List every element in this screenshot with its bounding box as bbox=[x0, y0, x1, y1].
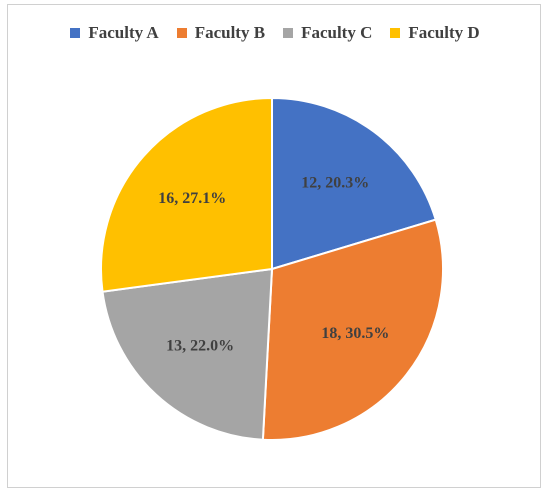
pie-labels: 12, 20.3% 18, 30.5% 13, 22.0% 16, 27.1% bbox=[158, 175, 389, 355]
legend-item-faculty-c: Faculty C bbox=[283, 23, 372, 43]
pie-slice-faculty-b bbox=[261, 218, 444, 441]
data-label-faculty-c: 13, 22.0% bbox=[166, 338, 234, 355]
data-label-faculty-b: 18, 30.5% bbox=[321, 325, 389, 342]
legend-label-faculty-c: Faculty C bbox=[301, 23, 373, 42]
legend-label-faculty-b: Faculty B bbox=[194, 23, 266, 42]
legend-item-faculty-a: Faculty A bbox=[70, 23, 159, 43]
legend-swatch-faculty-a bbox=[70, 28, 81, 38]
data-label-faculty-d: 16, 27.1% bbox=[158, 190, 226, 207]
legend-swatch-faculty-d bbox=[390, 28, 401, 38]
legend-item-faculty-d: Faculty D bbox=[390, 23, 480, 43]
chart-frame: Faculty A Faculty B Faculty C Faculty D … bbox=[7, 4, 541, 488]
pie-slices bbox=[100, 96, 444, 441]
legend-item-faculty-b: Faculty B bbox=[176, 23, 266, 43]
pie-slice-faculty-c bbox=[101, 267, 274, 441]
legend: Faculty A Faculty B Faculty C Faculty D bbox=[8, 23, 542, 43]
legend-label-faculty-a: Faculty A bbox=[88, 23, 159, 42]
pie-slice-faculty-d bbox=[100, 96, 273, 293]
legend-swatch-faculty-c bbox=[283, 28, 294, 38]
legend-label-faculty-d: Faculty D bbox=[408, 23, 480, 42]
legend-swatch-faculty-b bbox=[176, 28, 187, 38]
data-label-faculty-a: 12, 20.3% bbox=[301, 175, 369, 192]
pie-chart: 12, 20.3% 18, 30.5% 13, 22.0% 16, 27.1% bbox=[100, 96, 444, 441]
pie-slice-faculty-a bbox=[271, 96, 437, 271]
